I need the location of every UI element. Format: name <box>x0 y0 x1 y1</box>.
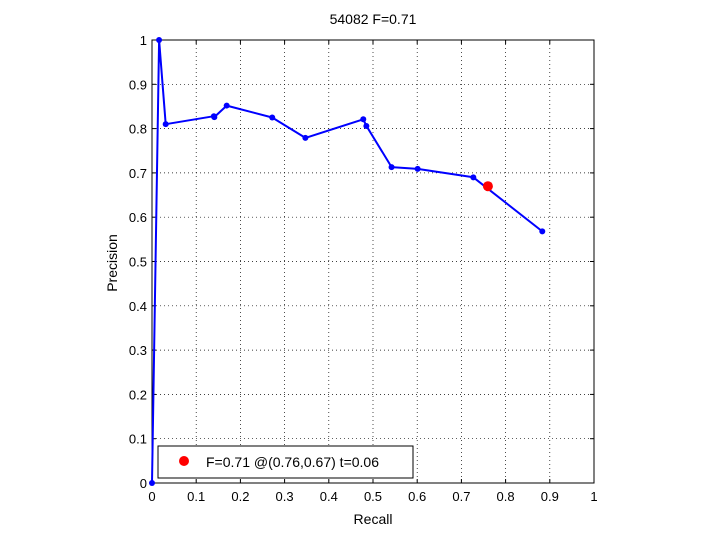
legend-box <box>157 445 414 479</box>
highlight-layer <box>482 181 493 192</box>
data-point <box>360 116 367 123</box>
data-point <box>223 102 230 109</box>
legend-marker <box>179 456 189 466</box>
data-point <box>156 37 163 43</box>
y-tick-label: 1 <box>140 33 147 48</box>
series-layer <box>149 37 546 486</box>
y-tick-label: 0.3 <box>129 343 147 358</box>
data-point <box>414 165 421 172</box>
x-tick-label: 0.1 <box>187 489 205 504</box>
chart-title: 54082 F=0.71 <box>330 11 417 27</box>
x-tick-label: 0.4 <box>320 489 338 504</box>
x-tick-label: 0.6 <box>408 489 426 504</box>
x-tick-label: 0.7 <box>452 489 470 504</box>
data-point <box>363 122 370 129</box>
y-tick-labels: 0 0.1 0.2 0.3 0.4 0.5 0.6 0.7 0.8 0.9 1 <box>129 33 147 491</box>
data-point <box>470 174 477 181</box>
y-tick-label: 0.4 <box>129 299 147 314</box>
y-tick-label: 0.5 <box>129 255 147 270</box>
legend-label: F=0.71 @(0.76,0.67) t=0.06 <box>206 454 379 470</box>
x-axis-label: Recall <box>354 511 393 527</box>
y-tick-label: 0 <box>140 476 147 491</box>
y-tick-label: 0.1 <box>129 432 147 447</box>
legend: F=0.71 @(0.76,0.67) t=0.06 <box>157 445 414 479</box>
data-point <box>539 228 546 235</box>
y-tick-label: 0.6 <box>129 210 147 225</box>
data-point <box>302 134 309 141</box>
y-tick-label: 0.9 <box>129 77 147 92</box>
data-point <box>162 121 169 128</box>
data-point <box>388 164 395 171</box>
grid-lines <box>152 40 594 483</box>
x-tick-label: 0.2 <box>231 489 249 504</box>
x-tick-labels: 0 0.1 0.2 0.3 0.4 0.5 0.6 0.7 0.8 0.9 1 <box>148 489 597 504</box>
x-tick-label: 0.3 <box>276 489 294 504</box>
y-tick-label: 0.7 <box>129 166 147 181</box>
x-tick-label: 0 <box>148 489 155 504</box>
x-tick-label: 0.5 <box>364 489 382 504</box>
data-point <box>269 114 276 121</box>
series-line <box>151 39 543 484</box>
x-tick-label: 0.9 <box>541 489 559 504</box>
y-tick-label: 0.2 <box>129 387 147 402</box>
y-tick-label: 0.8 <box>129 122 147 137</box>
data-point <box>149 480 155 486</box>
best-f-point <box>482 181 493 192</box>
y-axis-label: Precision <box>104 234 120 292</box>
data-point <box>211 114 218 121</box>
x-tick-label: 1 <box>590 489 597 504</box>
x-tick-label: 0.8 <box>497 489 515 504</box>
